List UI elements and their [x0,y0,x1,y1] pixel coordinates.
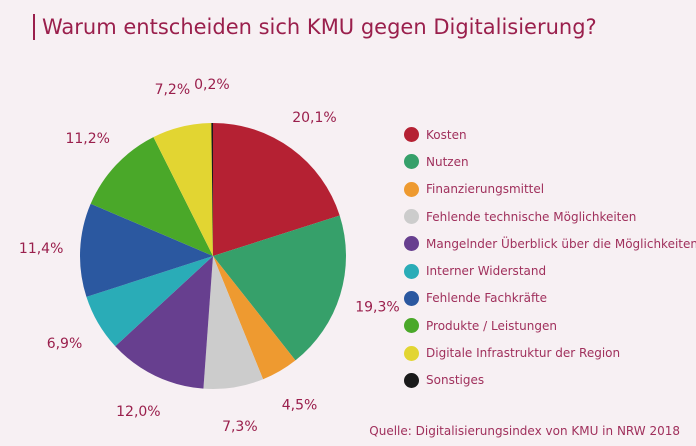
data-label: 7,3% [222,419,258,435]
pie-slice-6 [79,203,213,297]
legend-label: Sonstiges [426,373,485,388]
legend-label: Produkte / Leistungen [426,318,557,333]
data-label: 19,3% [355,299,399,315]
data-label: 11,4% [19,241,63,257]
legend-label: Mangelnder Überblick über die Möglichkei… [426,236,696,251]
pie-slice-5 [86,256,213,347]
chart-title: Warum entscheiden sich KMU gegen Digital… [33,14,597,40]
data-label: 20,1% [292,110,336,126]
legend-label: Digitale Infrastruktur der Region [426,346,621,361]
pie-slice-3 [203,256,264,389]
legend-swatch [404,236,419,252]
data-label: 6,9% [47,336,83,352]
legend-label: Kosten [426,127,467,142]
pie-slice-7 [90,137,213,256]
data-label: 11,2% [65,131,109,147]
legend-item: Produkte / Leistungen [404,312,696,339]
legend-swatch [404,345,419,361]
legend-swatch [404,318,419,334]
legend-swatch [404,263,419,279]
pie-slice-9 [211,123,213,256]
legend-label: Interner Widerstand [426,264,547,279]
data-label: 7,2% [155,82,191,98]
data-label: 12,0% [116,404,160,420]
data-label: 0,2% [194,77,230,93]
legend-item: Sonstiges [404,367,696,394]
pie-slice-0 [213,123,340,256]
pie-slice-1 [213,215,347,361]
legend-label: Fehlende technische Möglichkeiten [426,209,637,224]
legend-swatch [404,154,419,170]
pie-slice-8 [153,123,213,256]
legend-label: Fehlende Fachkräfte [426,291,548,306]
source-note: Quelle: Digitalisierungsindex von KMU in… [369,424,680,438]
legend-item: Fehlende technische Möglichkeiten [404,203,696,230]
pie-slice-2 [213,256,296,380]
legend-swatch [404,290,419,306]
legend-item: Fehlende Fachkräfte [404,285,696,312]
legend-label: Nutzen [426,154,469,169]
data-label: 4,5% [282,398,318,414]
legend-item: Nutzen [404,148,696,175]
legend-label: Finanzierungsmittel [426,182,545,197]
legend-swatch [404,372,419,388]
legend-swatch [404,127,419,143]
legend-swatch [404,209,419,225]
legend-item: Finanzierungsmittel [404,176,696,203]
legend: Kosten Nutzen Finanzierungsmittel Fehlende … [404,121,696,394]
legend-item: Interner Widerstand [404,257,696,284]
legend-item: Mangelnder Überblick über die Möglichkei… [404,230,696,257]
legend-swatch [404,181,419,197]
legend-item: Digitale Infrastruktur der Region [404,339,696,366]
legend-item: Kosten [404,121,696,148]
pie-slice-4 [115,256,213,389]
